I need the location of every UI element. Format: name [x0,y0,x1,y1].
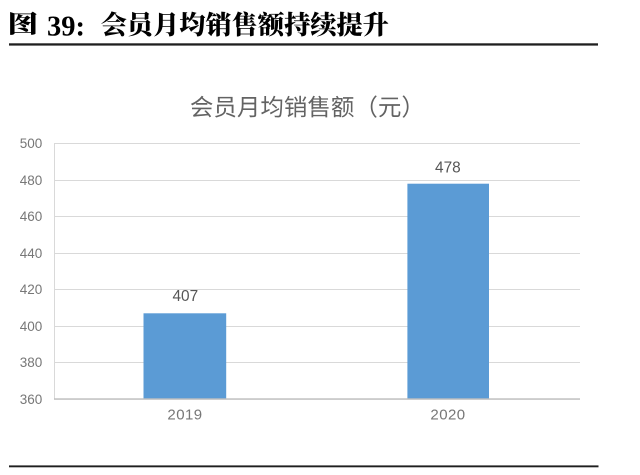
svg-text:480: 480 [20,173,43,188]
svg-text:407: 407 [172,288,198,305]
svg-text:440: 440 [20,246,43,261]
svg-text:39:: 39: [47,11,85,42]
svg-text:420: 420 [20,282,43,297]
svg-text:460: 460 [20,209,43,224]
svg-text:400: 400 [20,319,43,334]
svg-text:360: 360 [20,392,43,407]
svg-text:500: 500 [20,136,43,151]
svg-text:380: 380 [20,355,43,370]
svg-text:2019: 2019 [167,407,202,424]
svg-text:478: 478 [435,159,461,176]
svg-text:2020: 2020 [430,407,465,424]
